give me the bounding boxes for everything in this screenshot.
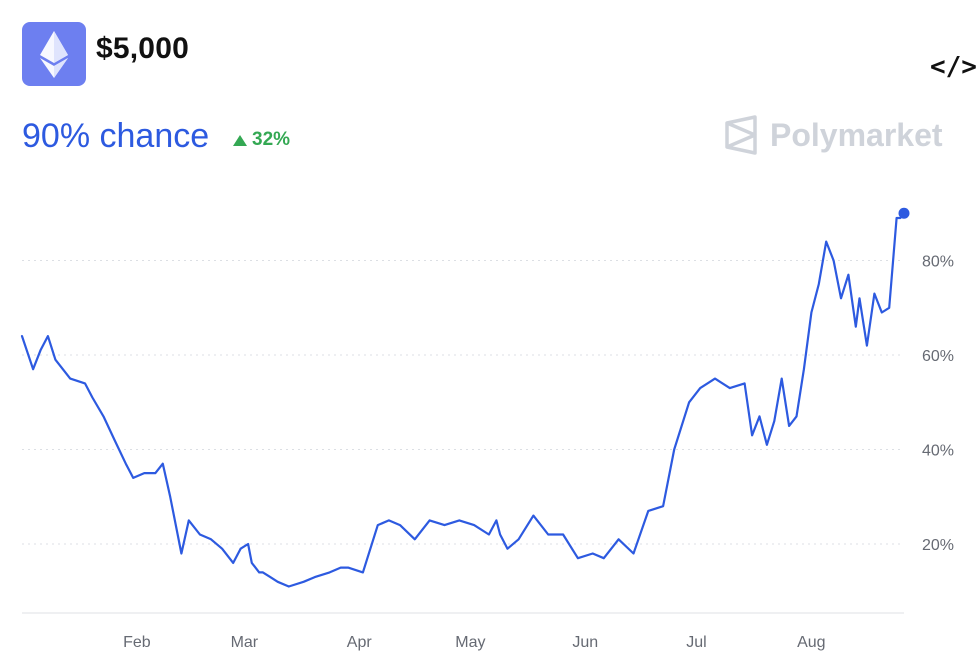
y-tick-label: 80% — [922, 254, 954, 271]
brand-name: Polymarket — [770, 116, 943, 153]
series-line — [20, 212, 906, 588]
x-tick-label: Aug — [797, 634, 825, 651]
change-badge: 32% — [233, 129, 290, 151]
x-tick-label: Jul — [686, 634, 706, 651]
y-tick-label: 40% — [922, 443, 954, 460]
x-tick-label: Apr — [347, 634, 373, 651]
arrow-up-icon — [233, 134, 247, 146]
market-logo — [22, 22, 86, 86]
ethereum-icon — [40, 31, 68, 78]
polymarket-brand[interactable]: Polymarket — [724, 115, 943, 155]
y-tick-label: 20% — [922, 537, 954, 554]
polymarket-logo-icon — [725, 115, 757, 155]
change-value: 32% — [252, 129, 291, 150]
x-tick-label: Feb — [123, 634, 151, 651]
x-tick-label: May — [455, 634, 485, 651]
market-title: $5,000 — [96, 32, 189, 65]
x-tick-label: Jun — [572, 634, 598, 651]
x-tick-label: Mar — [231, 634, 259, 651]
chance-value: 90% chance — [22, 117, 210, 155]
embed-code-icon[interactable]: </> — [930, 52, 977, 82]
current-value-point — [898, 207, 910, 219]
y-tick-label: 60% — [922, 348, 954, 365]
